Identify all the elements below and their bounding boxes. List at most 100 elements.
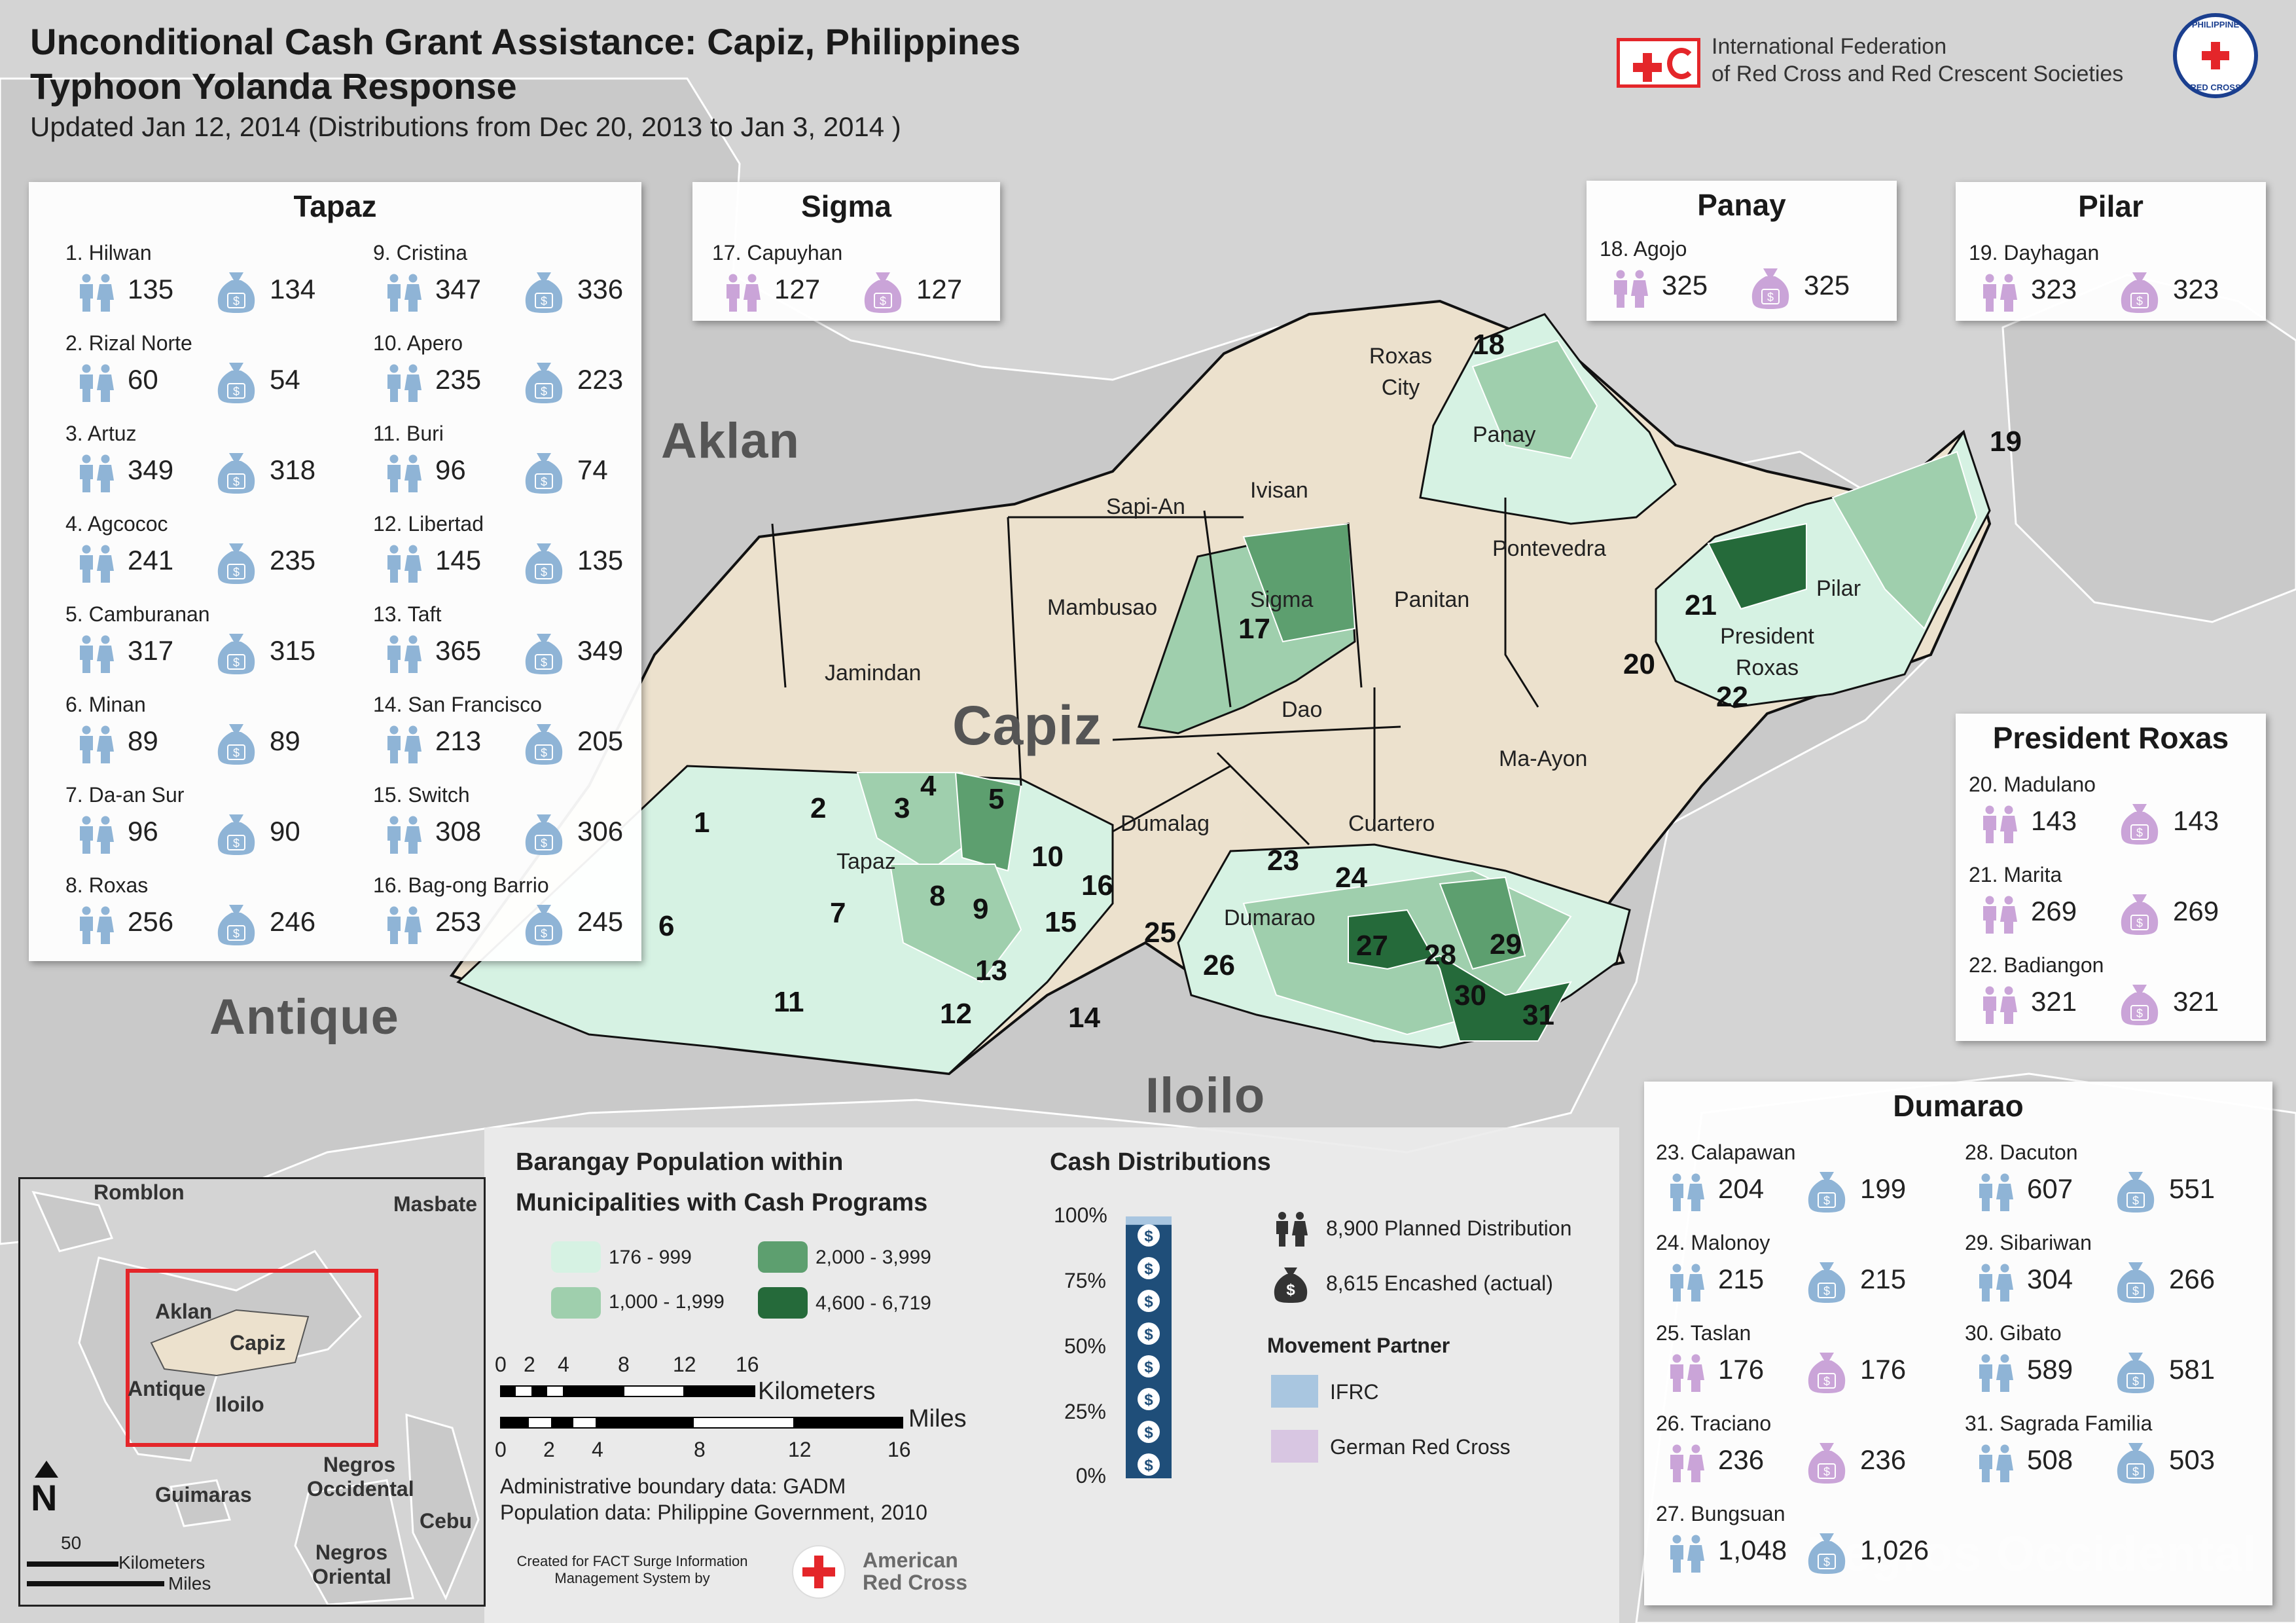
svg-text:$: $ [2132, 1285, 2139, 1298]
planned-value: 215 [1718, 1264, 1765, 1294]
pop-title-2: Municipalities with Cash Programs [516, 1189, 928, 1216]
planned-value: 308 [435, 816, 482, 847]
arc-line-2: Red Cross [863, 1571, 968, 1594]
panel-panay: Panay 18. Agojo 325 $325 [1587, 181, 1897, 321]
barangay-name: 3. Artuz [65, 422, 137, 445]
barangay-entry: 26. Traciano 236 $236 [1656, 1412, 1944, 1502]
km-tick-2: 2 [524, 1353, 535, 1376]
money-bag-icon: $ [2115, 1442, 2156, 1485]
money-bag-icon: $ [524, 542, 564, 585]
updated-date: Updated Jan 12, 2014 (Distributions from… [30, 111, 901, 142]
svg-text:$: $ [1144, 1326, 1153, 1343]
title-line-2: Typhoon Yolanda Response [30, 65, 517, 107]
dumarao-dark2 [1439, 876, 1526, 970]
barangay-entry: 2. Rizal Norte 60 $54 [65, 331, 353, 422]
muni-panitan: Panitan [1394, 587, 1470, 612]
muni-tapaz: Tapaz [836, 849, 896, 874]
km-tick-0: 0 [495, 1353, 507, 1376]
barangay-entry: 9. Cristina 347 $336 [373, 241, 661, 331]
planned-value: 325 [1662, 270, 1708, 301]
barangay-name: 25. Taslan [1656, 1321, 1751, 1345]
inset-km-label: Kilometers [118, 1552, 206, 1573]
map-num-6: 6 [658, 910, 675, 942]
encashed-value: 503 [2169, 1444, 2215, 1475]
inset-scale-bar [27, 1561, 118, 1567]
svg-text:$: $ [1823, 1375, 1830, 1388]
planned-value: 236 [1718, 1444, 1765, 1475]
barangay-name: 16. Bag-ong Barrio [373, 873, 549, 897]
ifrc-line-2: of Red Cross and Red Crescent Societies [1712, 62, 2124, 86]
svg-text:$: $ [541, 475, 547, 488]
people-icon [75, 635, 118, 673]
ifrc-logo: International Federation of Red Cross an… [1617, 33, 2238, 92]
credit-line-1: Created for FACT Surge Information [516, 1553, 748, 1569]
barangay-entry: 30. Gibato 589 $581 [1965, 1321, 2253, 1412]
planned-value: 323 [2031, 274, 2077, 304]
svg-text:$: $ [1144, 1228, 1153, 1245]
money-bag-icon: $ [216, 903, 257, 947]
people-icon [1665, 1173, 1708, 1211]
encashed-value: 135 [577, 545, 624, 575]
cash-bar-bag-icon: $ [1138, 1388, 1160, 1410]
panay-mid [1471, 339, 1598, 460]
money-bag-icon: $ [1806, 1532, 1847, 1575]
barangay-entry: 14. San Francisco 213 $205 [373, 693, 661, 783]
map-num-25: 25 [1144, 917, 1176, 949]
ifrc-emblem-icon [1617, 38, 1700, 88]
panel-pilar: Pilar 19. Dayhagan 323 $323 [1956, 182, 2266, 321]
scale-bar-graphic [500, 1385, 903, 1429]
barangay-entry: 8. Roxas 256 $246 [65, 873, 353, 964]
people-icon [382, 816, 425, 854]
label-aklan: Aklan [661, 413, 800, 469]
people-icon [382, 364, 425, 402]
inset-masbate: Masbate [393, 1192, 478, 1216]
panel-sigma: Sigma 17. Capuyhan 127 $127 [692, 182, 1000, 321]
north-arrow-icon: N [28, 1461, 63, 1520]
barangay-entry: 15. Switch 308 $306 [373, 783, 661, 873]
km-tick-12: 12 [673, 1353, 696, 1376]
people-icon [382, 725, 425, 763]
map-num-16: 16 [1081, 869, 1113, 902]
panel-title: Sigma [800, 189, 892, 223]
planned-value: 304 [2027, 1264, 2073, 1294]
credit-text: Created for FACT Surge Information Manag… [514, 1553, 750, 1587]
grc-legend-label: German Red Cross [1330, 1435, 1511, 1459]
svg-text:$: $ [2132, 1194, 2139, 1207]
encashed-value: 235 [270, 545, 316, 575]
svg-text:$: $ [2136, 295, 2143, 308]
barangay-name: 22. Badiangon [1969, 953, 2104, 977]
barangay-name: 21. Marita [1969, 863, 2062, 886]
map-num-23: 23 [1267, 845, 1299, 877]
barangay-name: 20. Madulano [1969, 773, 2096, 796]
svg-text:$: $ [2136, 917, 2143, 930]
class-2-swatch [551, 1287, 601, 1319]
money-bag-icon: $ [1806, 1171, 1847, 1214]
svg-text:$: $ [233, 927, 240, 940]
encashed-value: 205 [577, 725, 624, 756]
barangay-name: 8. Roxas [65, 873, 149, 897]
people-icon [1665, 1264, 1708, 1302]
barangay-entry: 31. Sagrada Familia 508 $503 [1965, 1412, 2253, 1502]
inset-cebu: Cebu [420, 1509, 472, 1533]
money-bag-icon: $ [2115, 1351, 2156, 1395]
philippine-red-cross-logo: PHILIPPINE RED CROSS [2173, 13, 2258, 98]
planned-value: 1,048 [1718, 1535, 1787, 1565]
inset-aklan: Aklan [155, 1300, 213, 1323]
planned-value: 269 [2031, 896, 2077, 926]
barangay-name: 26. Traciano [1656, 1412, 1772, 1435]
tick-100: 100% [1054, 1203, 1107, 1227]
barangay-name: 6. Minan [65, 693, 146, 716]
muni-ma-ayon: Ma-Ayon [1499, 746, 1588, 771]
people-icon [75, 816, 118, 854]
barangay-name: 9. Cristina [373, 241, 468, 264]
class-3-swatch [758, 1241, 808, 1273]
label-antique: Antique [209, 989, 399, 1045]
pop-title-1: Barangay Population within [516, 1148, 844, 1176]
people-icon [1609, 270, 1652, 308]
svg-text:$: $ [1144, 1359, 1153, 1376]
money-bag-icon: $ [524, 632, 564, 676]
sigma-dark [1242, 522, 1356, 643]
svg-text:$: $ [1144, 1260, 1153, 1278]
svg-text:$: $ [1286, 1281, 1295, 1299]
people-icon [1978, 274, 2021, 312]
